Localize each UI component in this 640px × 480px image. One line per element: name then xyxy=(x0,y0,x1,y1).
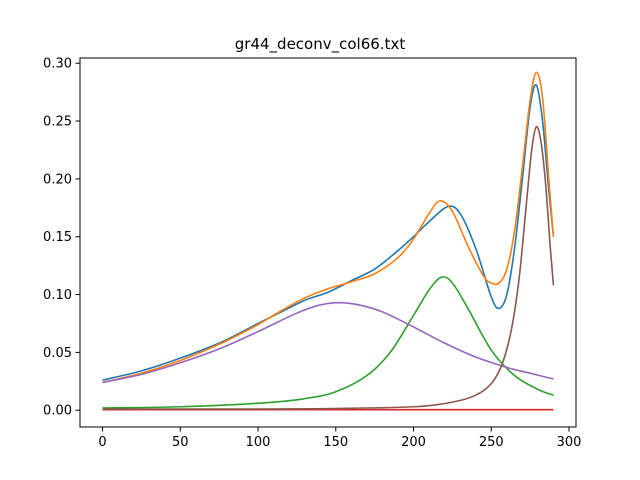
y-tick-label: 0.00 xyxy=(43,404,72,419)
y-tick-label: 0.30 xyxy=(43,57,72,72)
y-tick-label: 0.25 xyxy=(43,115,72,130)
y-tick-label: 0.10 xyxy=(43,288,72,303)
x-axis: 0 50 100 150 200 250 300 xyxy=(98,427,581,450)
chart-title: gr44_deconv_col66.txt xyxy=(235,35,406,54)
axes-frame xyxy=(79,57,577,428)
y-tick-label: 0.15 xyxy=(43,230,72,245)
y-tick-label: 0.20 xyxy=(43,172,72,187)
x-tick-label: 150 xyxy=(323,435,348,450)
x-tick-label: 200 xyxy=(401,435,426,450)
series-line-2 xyxy=(102,71,555,384)
y-tick-label: 0.05 xyxy=(43,346,72,361)
x-tick-label: 300 xyxy=(557,435,582,450)
x-tick-label: 50 xyxy=(172,435,189,450)
x-tick-label: 250 xyxy=(479,435,504,450)
x-tick-label: 100 xyxy=(246,435,271,450)
series-layer xyxy=(102,71,555,411)
series-line-1 xyxy=(102,84,555,381)
series-line-6 xyxy=(102,125,555,410)
plot-area xyxy=(79,57,577,428)
x-tick-label: 0 xyxy=(98,435,106,450)
series-line-5 xyxy=(102,301,554,384)
axes-background xyxy=(80,58,576,427)
y-axis: 0.00 0.05 0.10 0.15 0.20 0.25 0.30 xyxy=(43,57,80,419)
